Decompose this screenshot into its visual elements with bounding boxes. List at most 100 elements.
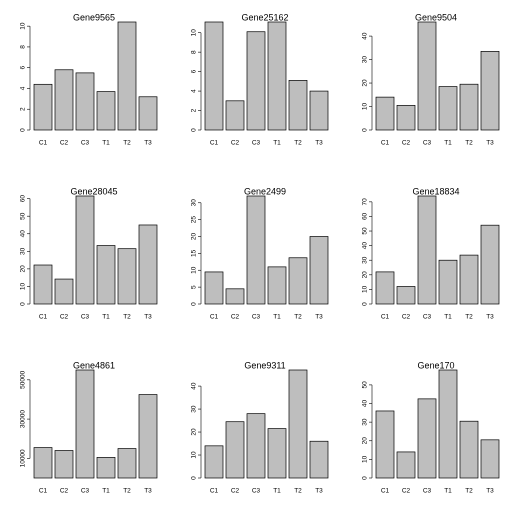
y-tick-label: 30 (362, 56, 369, 64)
bar (54, 278, 74, 305)
y-tick-label: 0 (191, 128, 198, 132)
y-tick-label: 40 (362, 400, 369, 408)
y-tick-label: 40 (362, 32, 369, 40)
x-tick-label: T3 (486, 488, 494, 495)
x-tick-label: T2 (465, 488, 473, 495)
x-tick-label: T1 (102, 140, 110, 147)
y-tick-label: 6 (191, 69, 198, 73)
bar (33, 264, 53, 305)
bar (267, 21, 287, 131)
bar (33, 83, 53, 131)
bar (480, 50, 500, 131)
y-tick-label: 8 (20, 45, 27, 49)
y-tick-label: 8 (191, 50, 198, 54)
x-tick-label: T3 (315, 488, 323, 495)
x-tick-label: C2 (402, 140, 411, 147)
bar (480, 224, 500, 305)
y-tick-label: 30 (191, 405, 198, 413)
y-tick-label: 20 (362, 271, 369, 279)
y-tick-label: 0 (362, 128, 369, 132)
x-tick-label: C3 (81, 488, 90, 495)
y-tick-label: 70 (362, 198, 369, 206)
x-tick-label: C3 (252, 314, 261, 321)
y-tick-label: 25 (191, 216, 198, 224)
x-tick-label: T2 (123, 314, 131, 321)
x-tick-label: C1 (39, 314, 48, 321)
bar (438, 369, 458, 479)
y-tick-label: 5 (191, 285, 198, 289)
y-tick-label: 50 (20, 212, 27, 220)
x-tick-label: T1 (444, 488, 452, 495)
panel: Gene2499 0 5 10 15 20 25 30 C1 C2 C3 T1 T2 T3 (191, 186, 329, 321)
y-tick-label: 20 (20, 265, 27, 273)
x-tick-label: C2 (60, 140, 69, 147)
bar (96, 457, 116, 479)
x-tick-label: T2 (294, 488, 302, 495)
x-tick-label: C2 (60, 314, 69, 321)
y-tick-label: 2 (191, 108, 198, 112)
bar (204, 445, 224, 479)
x-tick-label: T1 (102, 314, 110, 321)
x-tick-label: C3 (423, 140, 432, 147)
x-tick-label: C1 (381, 314, 390, 321)
y-tick-label: 40 (191, 382, 198, 390)
bar (417, 398, 437, 479)
x-tick-label: T2 (123, 488, 131, 495)
y-tick-label: 4 (191, 89, 198, 93)
y-tick-label: 2 (20, 107, 27, 111)
panel: Gene9311 0 10 20 30 40 C1 C2 C3 T1 T2 T3 (191, 360, 329, 495)
x-tick-label: T3 (144, 140, 152, 147)
bar (288, 80, 308, 131)
x-tick-label: C1 (210, 314, 219, 321)
chart-title: Gene18834 (412, 186, 459, 196)
bar (438, 259, 458, 305)
bar (459, 420, 479, 479)
y-tick-label: 50 (362, 227, 369, 235)
y-tick-label: 10 (20, 282, 27, 290)
y-tick-label: 10 (362, 103, 369, 111)
panel: Gene9504 0 10 20 30 40 C1 C2 C3 T1 T2 T3 (362, 12, 500, 147)
chart-title: Gene9311 (244, 360, 285, 370)
bar (396, 451, 416, 479)
bar (459, 254, 479, 305)
bar (225, 421, 245, 479)
x-tick-label: T1 (444, 314, 452, 321)
bar (138, 394, 158, 479)
bar (75, 369, 95, 479)
y-tick-label: 30 (362, 256, 369, 264)
x-tick-label: C2 (60, 488, 69, 495)
x-tick-label: C2 (402, 488, 411, 495)
y-tick-label: 10 (191, 451, 198, 459)
bar (246, 195, 266, 305)
bar (267, 428, 287, 479)
bar (438, 86, 458, 131)
bar (204, 271, 224, 305)
y-tick-label: 20 (362, 79, 369, 87)
bar (480, 439, 500, 479)
chart-title: Gene2499 (244, 186, 286, 196)
bar (375, 271, 395, 305)
y-tick-label: 20 (191, 428, 198, 436)
y-tick-label: 40 (20, 230, 27, 238)
bar (117, 448, 137, 479)
y-tick-label: 0 (20, 302, 27, 306)
y-tick-label: 0 (20, 128, 27, 132)
x-tick-label: C2 (231, 140, 240, 147)
x-tick-label: T2 (465, 140, 473, 147)
bar (375, 96, 395, 131)
bar (75, 72, 95, 131)
x-tick-label: T3 (486, 314, 494, 321)
x-tick-label: T2 (294, 314, 302, 321)
chart-title: Gene170 (417, 360, 454, 370)
bar (96, 245, 116, 305)
bar (204, 21, 224, 131)
y-tick-label: 20 (362, 437, 369, 445)
bar (96, 91, 116, 131)
y-tick-label: 30000 (20, 410, 27, 428)
chart-title: Gene28045 (70, 186, 117, 196)
y-tick-label: 30 (20, 247, 27, 255)
y-tick-label: 60 (20, 195, 27, 203)
y-tick-label: 6 (20, 66, 27, 70)
panel: Gene25162 0 2 4 6 8 10 C1 C2 C3 T1 T2 T3 (191, 12, 329, 147)
x-tick-label: C1 (39, 140, 48, 147)
